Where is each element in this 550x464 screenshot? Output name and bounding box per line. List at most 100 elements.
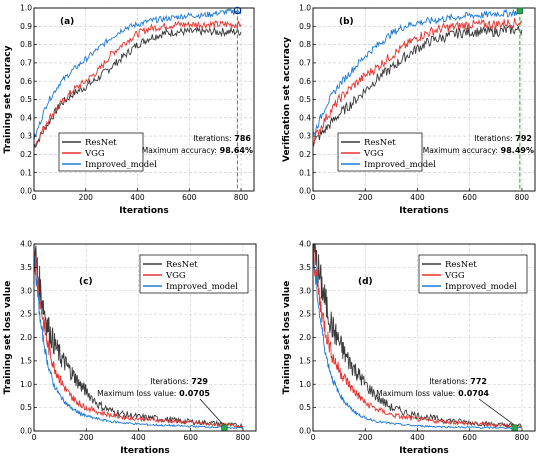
y-tick-label: 4.0 — [20, 240, 32, 249]
chart-panel-3: 0 200 400 600 800 0.0 0.5 1.0 1.5 2.0 2.5 3.0 3.5 4.0… — [282, 240, 536, 456]
y-tick-label: 0.0 — [20, 427, 32, 436]
annotation-value: 792 — [513, 134, 532, 143]
x-tick-label: 200 — [79, 193, 94, 202]
x-tick-label: 400 — [130, 193, 145, 202]
legend-label: Improved_model — [364, 160, 436, 170]
legend-label: Improved_model — [445, 282, 517, 292]
legend-label: ResNet — [364, 138, 396, 148]
x-tick-label: 200 — [79, 433, 94, 442]
series-line-vgg — [313, 244, 522, 429]
legend-label: VGG — [84, 149, 105, 159]
y-axis-label: Training set loss value — [282, 281, 292, 395]
x-tick-label: 200 — [358, 193, 373, 202]
series-line-vgg — [34, 19, 242, 148]
y-tick-label: 0.2 — [20, 150, 32, 159]
annotation-label: Maximum accuracy: — [142, 146, 217, 155]
y-tick-label: 0.5 — [20, 403, 32, 412]
annotation-line-2: Maximum accuracy: 98.64% — [142, 146, 253, 155]
annotation-line-1: Iterations: 792 — [474, 134, 532, 143]
y-tick-label: 0.5 — [299, 403, 311, 412]
annotation-label: Iterations: — [474, 134, 512, 143]
y-tick-label: 0.7 — [20, 59, 32, 68]
x-tick-label: 400 — [410, 193, 425, 202]
y-tick-label: 0.5 — [299, 95, 311, 104]
legend-label: Improved_model — [85, 160, 157, 170]
series-line-vgg — [313, 18, 523, 147]
y-tick-label: 1.0 — [299, 380, 311, 389]
y-tick-label: 0.6 — [20, 77, 32, 86]
x-tick-label: 600 — [463, 193, 478, 202]
y-tick-label: 0.0 — [20, 187, 32, 196]
series-line-resnet — [34, 244, 244, 430]
y-tick-label: 0.8 — [299, 40, 311, 49]
panel-tag: (c) — [79, 277, 93, 287]
annotation-value: 786 — [232, 134, 252, 143]
y-tick-label: 2.5 — [20, 310, 32, 319]
annotation-label: Iterations: — [150, 377, 188, 386]
series-line-resnet — [34, 26, 242, 149]
y-tick-label: 0.7 — [299, 59, 311, 68]
annotation-line-2: Maximum loss value: 0.0705 — [97, 389, 210, 398]
x-axis-label: Iterations — [120, 446, 170, 456]
y-tick-label: 0.3 — [20, 132, 32, 141]
y-tick-label: 0.9 — [20, 22, 32, 31]
series-line-improved-model — [313, 245, 522, 430]
annotation-label: Maximum loss value: — [97, 389, 176, 398]
x-axis-label: Iterations — [399, 206, 449, 216]
annotation-line-2: Maximum accuracy: 98.49% — [423, 146, 534, 155]
x-tick-label: 400 — [131, 433, 146, 442]
legend-label: VGG — [165, 271, 186, 281]
series-line-improved-model — [34, 255, 243, 430]
y-tick-label: 1.0 — [20, 380, 32, 389]
chart-panel-2: 0 200 400 600 800 0.0 0.5 1.0 1.5 2.0 2.5 3.0 3.5 4.0… — [3, 240, 257, 456]
y-tick-label: 2.0 — [299, 333, 311, 342]
annotation-label: Iterations: — [429, 377, 467, 386]
annotation-marker — [516, 7, 523, 14]
x-tick-label: 0 — [311, 193, 316, 202]
x-tick-label: 800 — [236, 433, 251, 442]
y-tick-label: 0.0 — [299, 427, 311, 436]
panel-tag: (a) — [60, 17, 74, 27]
y-tick-label: 4.0 — [299, 240, 311, 249]
legend-label: ResNet — [166, 260, 198, 270]
y-tick-label: 2.5 — [299, 310, 311, 319]
y-tick-label: 0.1 — [20, 168, 32, 177]
y-axis-label: Training set accuracy — [3, 45, 13, 153]
y-tick-label: 0.1 — [299, 168, 311, 177]
x-tick-label: 600 — [182, 193, 197, 202]
panel-tag: (d) — [358, 277, 373, 287]
legend-label: VGG — [444, 271, 465, 281]
legend-label: VGG — [363, 149, 384, 159]
y-tick-label: 1.5 — [20, 356, 32, 365]
x-tick-label: 400 — [410, 433, 425, 442]
x-tick-label: 200 — [358, 433, 373, 442]
x-tick-label: 0 — [311, 433, 316, 442]
annotation-value: 98.49% — [498, 146, 534, 155]
y-tick-label: 1.5 — [299, 356, 311, 365]
chart-panel-0: 0 200 400 600 800 0.0 0.1 0.2 0.3 0.4 0.5 0.6 0.7 0.8… — [3, 4, 255, 216]
y-tick-label: 3.5 — [20, 263, 32, 272]
y-tick-label: 0.9 — [299, 22, 311, 31]
x-axis-label: Iterations — [399, 446, 449, 456]
y-tick-label: 0.8 — [20, 40, 32, 49]
annotation-marker — [221, 424, 228, 431]
annotation-line-2: Maximum loss value: 0.0704 — [376, 389, 489, 398]
x-tick-label: 800 — [234, 193, 249, 202]
annotation-value: 0.0705 — [176, 389, 210, 398]
series-line-improved-model — [313, 8, 523, 136]
annotation-value: 98.64% — [217, 146, 253, 155]
x-tick-label: 600 — [184, 433, 199, 442]
series-line-vgg — [34, 252, 243, 429]
y-tick-label: 0.5 — [20, 95, 32, 104]
x-tick-label: 800 — [515, 433, 530, 442]
annotation-value: 772 — [468, 377, 487, 386]
annotation-value: 0.0704 — [455, 389, 489, 398]
x-tick-label: 800 — [515, 193, 530, 202]
series-line-resnet — [313, 24, 523, 148]
chart-panel-1: 0 200 400 600 800 0.0 0.1 0.2 0.3 0.4 0.5 0.6 0.7 0.8… — [282, 4, 536, 216]
annotation-label: Maximum loss value: — [376, 389, 455, 398]
annotation-line-1: Iterations: 786 — [193, 134, 251, 143]
series-line-improved-model — [34, 8, 242, 142]
y-tick-label: 0.0 — [299, 187, 311, 196]
